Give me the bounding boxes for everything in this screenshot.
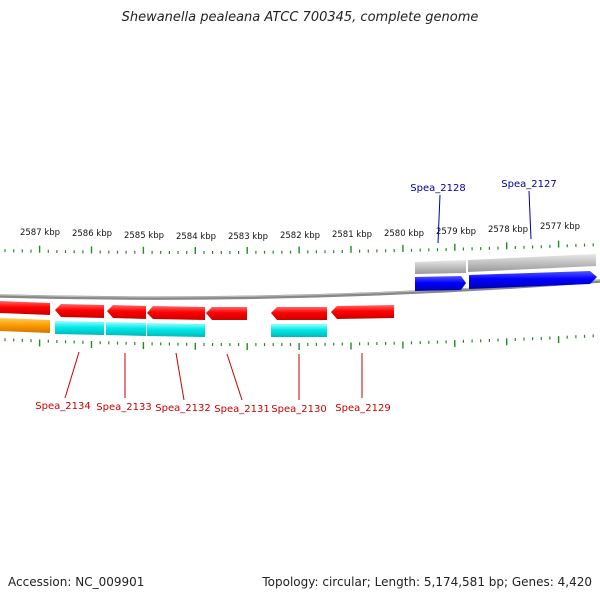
gene-spea-2129[interactable] — [331, 305, 394, 319]
leader-line — [175, 352, 185, 401]
reverse-feature-bar[interactable] — [106, 322, 146, 336]
genome-summary: Topology: circular; Length: 5,174,581 bp… — [262, 575, 592, 589]
gene-spea-2133[interactable] — [107, 305, 146, 319]
leader-line — [528, 190, 532, 240]
accession-label: Accession: NC_009901 — [8, 575, 145, 589]
scale-label: 2580 kbp — [384, 229, 424, 239]
scale-label: 2585 kbp — [124, 231, 164, 241]
gene-spea-2132[interactable] — [147, 306, 205, 320]
reverse-feature-bar[interactable] — [55, 321, 104, 335]
scale-ticks-lower — [4, 334, 594, 351]
rrna-feature-bar[interactable] — [0, 318, 50, 333]
gene-spea-2134[interactable] — [55, 304, 104, 318]
gene-label[interactable]: Spea_2128 — [410, 183, 465, 194]
gene-label[interactable]: Spea_2132 — [155, 403, 210, 414]
scale-label: 2587 kbp — [20, 228, 60, 238]
reverse-feature-bar[interactable] — [147, 323, 205, 337]
forward-feature-bar[interactable] — [415, 260, 466, 274]
gene-label[interactable]: Spea_2133 — [96, 402, 151, 413]
forward-feature-bar[interactable] — [468, 254, 596, 272]
gene-label[interactable]: Spea_2130 — [271, 404, 326, 415]
gene-label[interactable]: Spea_2134 — [35, 401, 90, 412]
scale-label: 2577 kbp — [540, 222, 580, 232]
scale-label: 2578 kbp — [488, 225, 528, 235]
reverse-feature-bar[interactable] — [271, 324, 327, 337]
scale-ticks-upper — [4, 240, 594, 254]
gene-spea-2131[interactable] — [206, 307, 247, 320]
gene-spea-2128[interactable] — [415, 276, 466, 291]
leader-line — [64, 351, 80, 399]
scale-label: 2582 kbp — [280, 231, 320, 241]
leader-line — [437, 194, 441, 244]
gene-partial[interactable] — [0, 301, 50, 315]
scale-label: 2583 kbp — [228, 232, 268, 242]
scale-label: 2581 kbp — [332, 230, 372, 240]
gene-spea-2127[interactable] — [469, 271, 597, 289]
gene-label[interactable]: Spea_2129 — [335, 403, 390, 414]
scale-label: 2579 kbp — [436, 227, 476, 237]
leader-line — [226, 353, 243, 401]
scale-label: 2586 kbp — [72, 229, 112, 239]
gene-spea-2130[interactable] — [271, 307, 327, 320]
gene-label[interactable]: Spea_2127 — [501, 179, 556, 190]
scale-label: 2584 kbp — [176, 232, 216, 242]
genome-title: Shewanella pealeana ATCC 700345, complet… — [121, 10, 479, 25]
gene-label[interactable]: Spea_2131 — [214, 404, 269, 415]
